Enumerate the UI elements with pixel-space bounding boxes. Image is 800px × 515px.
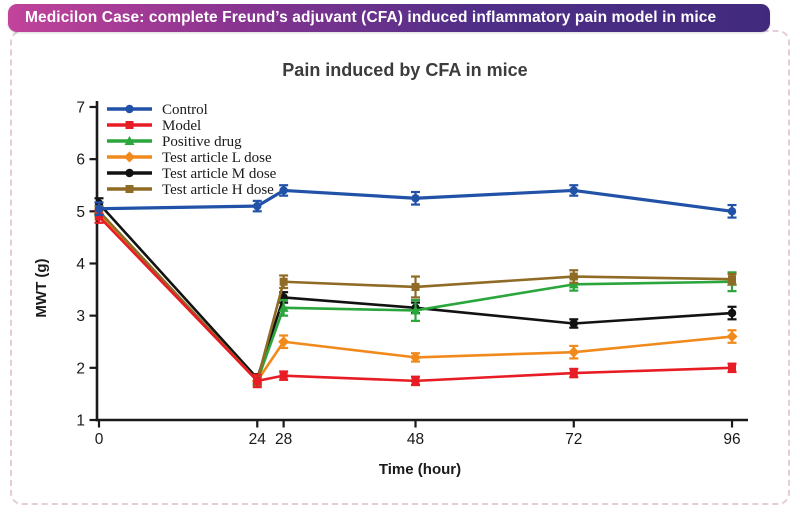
y-axis-ticks: 1 2 3 4 5 6 7 xyxy=(76,99,97,430)
svg-text:4: 4 xyxy=(76,256,85,273)
case-banner: Medicilon Case: complete Freund’s adjuva… xyxy=(8,4,770,32)
legend-item-control: Control xyxy=(107,102,208,118)
svg-text:Test article M dose: Test article M dose xyxy=(162,166,277,182)
banner-title: Medicilon Case: complete Freund’s adjuva… xyxy=(25,9,717,26)
svg-text:MWT (g): MWT (g) xyxy=(33,258,50,317)
legend-item-model: Model xyxy=(107,118,201,134)
svg-text:Time (hour): Time (hour) xyxy=(379,461,461,478)
svg-text:28: 28 xyxy=(275,431,292,448)
svg-text:2: 2 xyxy=(76,360,85,377)
svg-text:5: 5 xyxy=(76,204,85,221)
svg-text:Test article L dose: Test article L dose xyxy=(162,150,272,166)
axis-titles: Time (hour) MWT (g) xyxy=(33,258,461,478)
svg-text:Model: Model xyxy=(162,118,201,134)
svg-text:Control: Control xyxy=(162,102,208,118)
svg-text:24: 24 xyxy=(249,431,267,448)
svg-text:7: 7 xyxy=(76,99,85,116)
legend-item-test-article-l-dose: Test article L dose xyxy=(107,150,272,166)
svg-text:72: 72 xyxy=(565,431,582,448)
svg-text:96: 96 xyxy=(723,431,740,448)
svg-text:1: 1 xyxy=(76,413,85,430)
svg-text:6: 6 xyxy=(76,152,85,169)
svg-text:48: 48 xyxy=(407,431,424,448)
legend-item-positive-drug: Positive drug xyxy=(107,134,242,150)
svg-text:0: 0 xyxy=(95,431,104,448)
svg-text:Test article H dose: Test article H dose xyxy=(162,182,274,198)
svg-text:3: 3 xyxy=(76,308,85,325)
x-axis-ticks: 0 24 28 48 72 96 xyxy=(95,420,741,448)
chart-title: Pain induced by CFA in mice xyxy=(282,60,528,80)
series-control xyxy=(94,184,737,219)
series-model xyxy=(94,209,737,389)
legend-item-test-article-m-dose: Test article M dose xyxy=(107,166,277,182)
svg-text:Positive drug: Positive drug xyxy=(162,134,242,150)
legend-item-test-article-h-dose: Test article H dose xyxy=(107,182,274,198)
